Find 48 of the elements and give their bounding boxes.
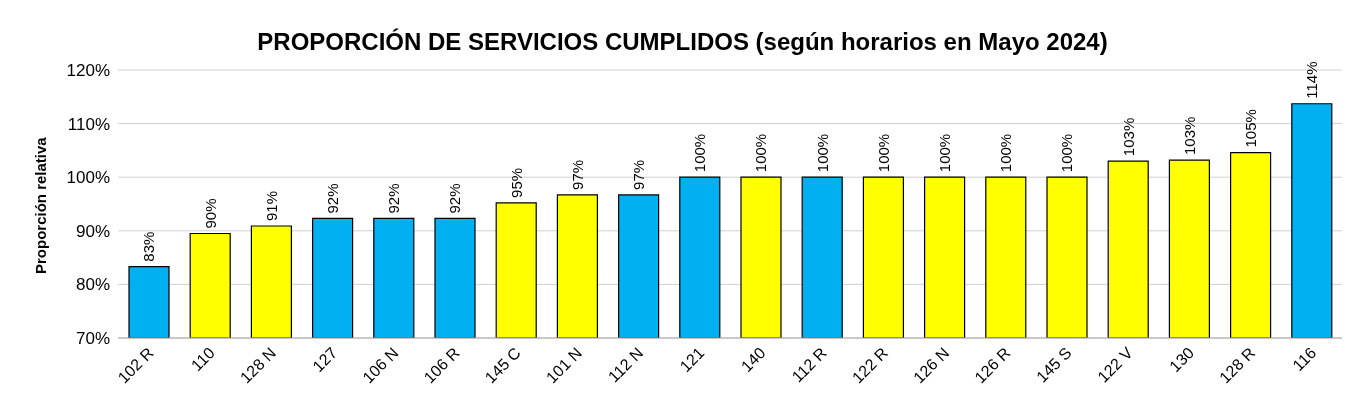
- y-tick-label: 110%: [67, 114, 110, 134]
- x-tick-label: 106 N: [359, 344, 402, 387]
- y-axis-title: Proporción relativa: [32, 136, 50, 274]
- y-tick-label: 90%: [75, 221, 110, 241]
- data-label: 83%: [140, 231, 158, 262]
- x-tick-label: 121: [676, 344, 708, 375]
- x-tick-label: 145 S: [1033, 344, 1075, 386]
- x-tick-label: 122 R: [848, 344, 892, 387]
- x-tick-label: 122 V: [1094, 343, 1137, 386]
- x-tick-label: 116: [1289, 344, 1320, 375]
- data-label: 114%: [1303, 61, 1321, 99]
- y-tick-label: 80%: [75, 275, 110, 295]
- y-tick-label: 100%: [66, 168, 110, 188]
- data-label: 100%: [752, 133, 770, 173]
- data-label: 103%: [1119, 117, 1137, 157]
- data-label: 100%: [813, 133, 831, 173]
- x-tick-label: 140: [737, 344, 769, 375]
- x-tick-label: 112 N: [604, 344, 647, 386]
- y-tick-label: 120%: [66, 61, 110, 81]
- x-tick-label: 128 R: [1216, 344, 1259, 387]
- x-tick-label: 110: [187, 344, 218, 375]
- data-label: 97%: [630, 159, 648, 190]
- data-label: 92%: [385, 183, 403, 214]
- x-tick-label: 101 N: [542, 344, 586, 387]
- data-label: 90%: [201, 198, 219, 229]
- x-tick-label: 106 R: [420, 344, 463, 387]
- data-label: 100%: [874, 133, 892, 173]
- x-tick-label: 102 R: [114, 344, 157, 387]
- x-tick-label: 126 N: [910, 344, 953, 387]
- x-tick-label: 127: [309, 344, 341, 375]
- y-tick-label: 70%: [75, 329, 110, 349]
- data-label: 95%: [507, 167, 525, 198]
- data-label: 100%: [997, 133, 1015, 173]
- x-tick-label: 112 R: [788, 344, 830, 386]
- x-tick-label: 126 R: [971, 344, 1014, 387]
- data-label: 92%: [324, 183, 342, 214]
- data-label: 92%: [446, 183, 464, 214]
- data-label: 100%: [1058, 133, 1076, 173]
- data-label: 105%: [1242, 109, 1260, 148]
- data-label: 97%: [568, 159, 586, 190]
- x-tick-label: 130: [1166, 344, 1198, 375]
- data-label: 103%: [1180, 116, 1198, 156]
- data-label: 91%: [262, 190, 280, 221]
- data-label: 100%: [691, 133, 709, 173]
- data-label: 100%: [936, 133, 954, 173]
- chart-title: PROPORCIÓN DE SERVICIOS CUMPLIDOS (según horarios en Mayo 2024): [256, 28, 1109, 56]
- x-tick-label: 145 C: [481, 344, 524, 387]
- x-tick-label: 128 N: [236, 344, 280, 387]
